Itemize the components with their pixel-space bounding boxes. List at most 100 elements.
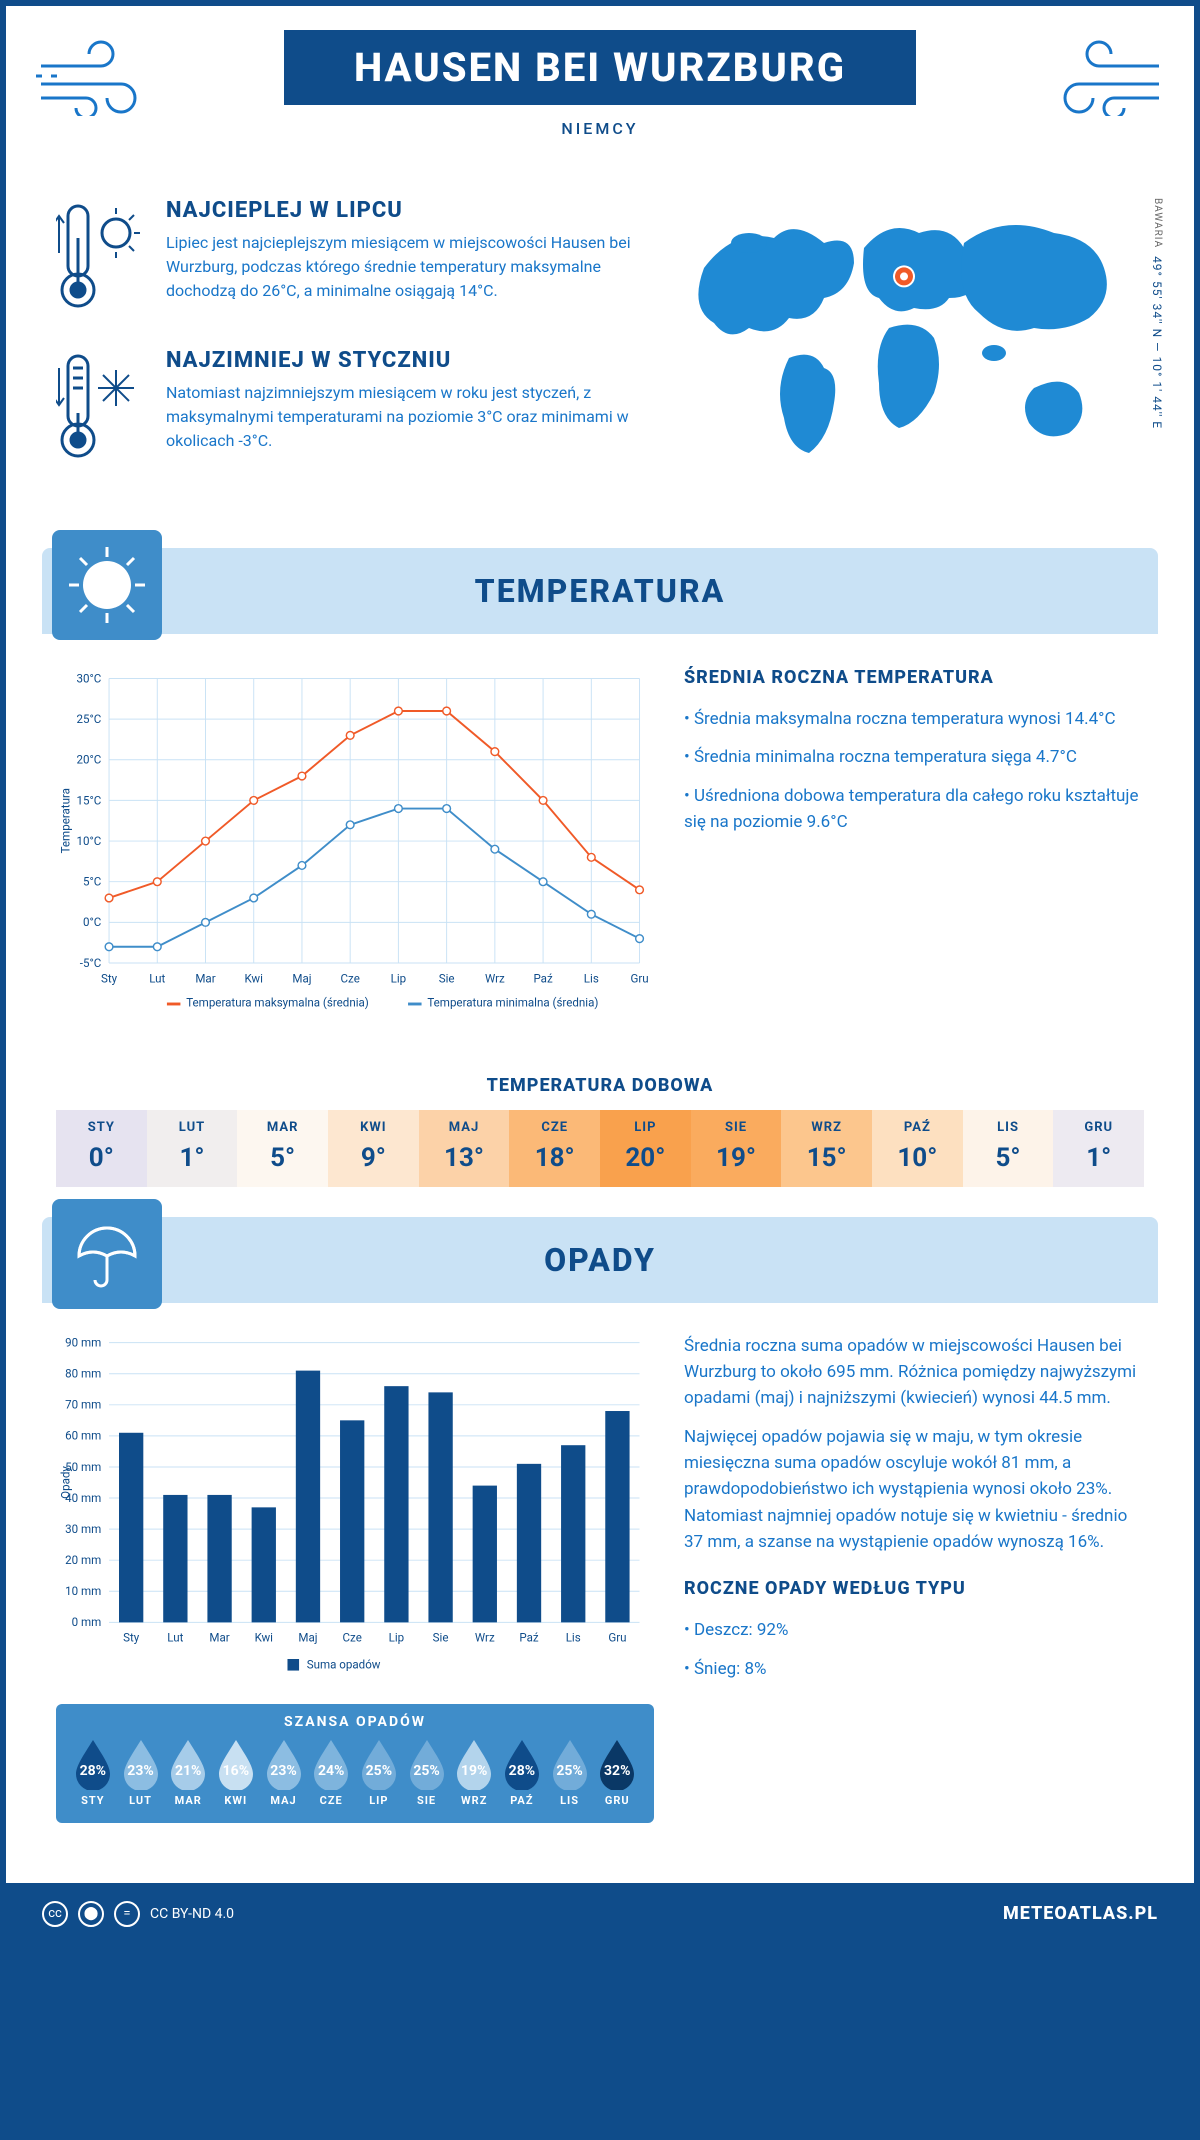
wind-icon-left — [36, 36, 166, 116]
svg-text:30 mm: 30 mm — [65, 1521, 101, 1535]
rain-chance-drop: 24%CZE — [308, 1738, 354, 1807]
svg-text:Temperatura minimalna (średnia: Temperatura minimalna (średnia) — [427, 995, 598, 1009]
thermometer-sun-icon — [56, 198, 146, 322]
svg-text:-5°C: -5°C — [80, 956, 102, 970]
wind-icon-right — [1034, 36, 1164, 116]
svg-text:Sie: Sie — [433, 1630, 449, 1644]
svg-text:Suma opadów: Suma opadów — [307, 1657, 381, 1671]
svg-text:Wrz: Wrz — [475, 1630, 495, 1644]
temp-stats: ŚREDNIA ROCZNA TEMPERATURA Średnia maksy… — [684, 664, 1144, 1035]
svg-text:Maj: Maj — [298, 1630, 317, 1644]
rain-chance-drop: 23%MAJ — [261, 1738, 307, 1807]
svg-text:Maj: Maj — [292, 971, 311, 985]
daily-temp-cell: LIP20° — [600, 1110, 691, 1187]
nd-icon: = — [114, 1901, 140, 1927]
svg-text:70 mm: 70 mm — [65, 1397, 101, 1411]
daily-temp-cell: MAJ13° — [419, 1110, 510, 1187]
header: HAUSEN BEI WURZBURG NIEMCY — [6, 6, 1194, 198]
svg-text:Sty: Sty — [123, 1630, 140, 1644]
daily-temp-cell: WRZ15° — [781, 1110, 872, 1187]
svg-text:Opady: Opady — [59, 1465, 73, 1498]
intro-row: NAJCIEPLEJ W LIPCU Lipiec jest najcieple… — [6, 198, 1194, 528]
daily-temp-cell: MAR5° — [237, 1110, 328, 1187]
warm-body: Lipiec jest najcieplejszym miesiącem w m… — [166, 231, 634, 303]
temp-section-header: TEMPERATURA — [42, 548, 1158, 634]
rain-chance-drop: 25%LIS — [547, 1738, 593, 1807]
svg-text:0°C: 0°C — [83, 915, 101, 929]
svg-text:30°C: 30°C — [76, 671, 101, 685]
rain-chance-drop: 28%PAŹ — [499, 1738, 545, 1807]
rain-section-header: OPADY — [42, 1217, 1158, 1303]
sun-icon — [52, 530, 162, 640]
daily-temp-cell: SIE19° — [691, 1110, 782, 1187]
svg-text:Lut: Lut — [167, 1630, 183, 1644]
warm-block: NAJCIEPLEJ W LIPCU Lipiec jest najcieple… — [56, 198, 634, 322]
svg-text:5°C: 5°C — [83, 875, 101, 889]
rain-chance-drop: 19%WRZ — [451, 1738, 497, 1807]
svg-text:Paź: Paź — [533, 971, 553, 985]
svg-text:Lut: Lut — [149, 971, 165, 985]
svg-text:Lip: Lip — [389, 1630, 405, 1644]
cold-body: Natomiast najzimniejszym miesiącem w rok… — [166, 381, 634, 453]
svg-text:Lis: Lis — [566, 1630, 581, 1644]
rain-chance-drop: 32%GRU — [594, 1738, 640, 1807]
rain-chance-drop: 23%LUT — [118, 1738, 164, 1807]
rain-chance-box: SZANSA OPADÓW 28%STY23%LUT21%MAR16%KWI23… — [56, 1704, 654, 1823]
rain-chance-drop: 28%STY — [70, 1738, 116, 1807]
daily-temp-cell: KWI9° — [328, 1110, 419, 1187]
daily-temp-strip: STY0°LUT1°MAR5°KWI9°MAJ13°CZE18°LIP20°SI… — [56, 1110, 1144, 1187]
svg-text:20°C: 20°C — [76, 753, 101, 767]
footer: cc ⬤ = CC BY-ND 4.0 METEOATLAS.PL — [6, 1883, 1194, 1945]
rain-text: Średnia roczna suma opadów w miejscowośc… — [684, 1333, 1144, 1823]
svg-text:Lip: Lip — [391, 971, 407, 985]
svg-text:80 mm: 80 mm — [65, 1366, 101, 1380]
rain-chance-drop: 25%LIP — [356, 1738, 402, 1807]
svg-text:Mar: Mar — [195, 971, 215, 985]
cold-title: NAJZIMNIEJ W STYCZNIU — [166, 348, 634, 373]
cc-icon: cc — [42, 1901, 68, 1927]
svg-text:Sty: Sty — [101, 971, 118, 985]
svg-text:15°C: 15°C — [76, 793, 101, 807]
brand: METEOATLAS.PL — [1003, 1903, 1158, 1924]
svg-text:0 mm: 0 mm — [72, 1615, 102, 1629]
page-subtitle: NIEMCY — [46, 119, 1154, 138]
svg-text:Temperatura maksymalna (średni: Temperatura maksymalna (średnia) — [186, 995, 369, 1009]
warm-title: NAJCIEPLEJ W LIPCU — [166, 198, 634, 223]
rain-chance-drop: 21%MAR — [165, 1738, 211, 1807]
daily-temp-cell: STY0° — [56, 1110, 147, 1187]
svg-text:Gru: Gru — [608, 1630, 626, 1644]
daily-temp-cell: PAŹ10° — [872, 1110, 963, 1187]
world-map: BAWARIA 49° 55' 34'' N — 10° 1' 44'' E — [664, 198, 1144, 498]
svg-text:Sie: Sie — [439, 971, 455, 985]
svg-text:Temperatura: Temperatura — [59, 788, 73, 853]
daily-temp-title: TEMPERATURA DOBOWA — [6, 1075, 1194, 1096]
rain-chance-drop: 16%KWI — [213, 1738, 259, 1807]
rainfall-bar-chart: 0 mm10 mm20 mm30 mm40 mm50 mm60 mm70 mm8… — [56, 1333, 654, 1680]
daily-temp-cell: LIS5° — [963, 1110, 1054, 1187]
temp-row: -5°C0°C5°C10°C15°C20°C25°C30°CStyLutMarK… — [6, 634, 1194, 1065]
temperature-line-chart: -5°C0°C5°C10°C15°C20°C25°C30°CStyLutMarK… — [56, 664, 654, 1031]
by-icon: ⬤ — [78, 1901, 104, 1927]
svg-text:Kwi: Kwi — [255, 1630, 274, 1644]
license: cc ⬤ = CC BY-ND 4.0 — [42, 1901, 234, 1927]
umbrella-icon — [52, 1199, 162, 1309]
svg-text:Cze: Cze — [343, 1630, 362, 1644]
rain-chance-drop: 25%SIE — [404, 1738, 450, 1807]
svg-text:20 mm: 20 mm — [65, 1553, 101, 1567]
cold-block: NAJZIMNIEJ W STYCZNIU Natomiast najzimni… — [56, 348, 634, 472]
thermometer-snow-icon — [56, 348, 146, 472]
svg-text:Gru: Gru — [630, 971, 648, 985]
svg-text:90 mm: 90 mm — [65, 1335, 101, 1349]
coordinates: BAWARIA 49° 55' 34'' N — 10° 1' 44'' E — [1150, 198, 1164, 429]
svg-text:Paź: Paź — [519, 1630, 539, 1644]
page: HAUSEN BEI WURZBURG NIEMCY NAJCIEPLEJ W … — [0, 0, 1200, 1951]
page-title: HAUSEN BEI WURZBURG — [284, 30, 916, 105]
svg-text:10 mm: 10 mm — [65, 1584, 101, 1598]
svg-text:Cze: Cze — [341, 971, 360, 985]
svg-text:60 mm: 60 mm — [65, 1428, 101, 1442]
svg-text:Lis: Lis — [584, 971, 599, 985]
svg-text:25°C: 25°C — [76, 712, 101, 726]
svg-text:Mar: Mar — [209, 1630, 229, 1644]
svg-text:10°C: 10°C — [76, 834, 101, 848]
daily-temp-cell: LUT1° — [147, 1110, 238, 1187]
